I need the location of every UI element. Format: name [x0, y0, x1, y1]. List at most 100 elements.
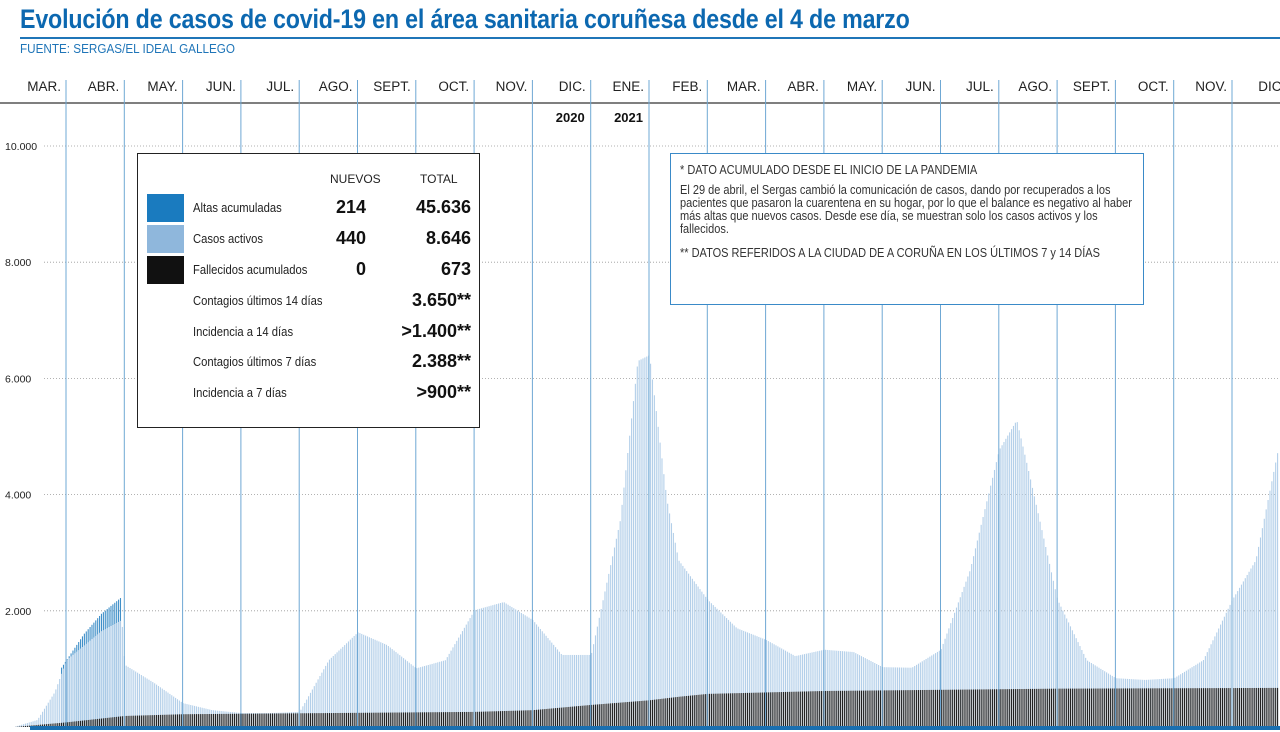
bar-deaths: [855, 690, 857, 727]
bar-deaths: [841, 690, 844, 727]
bar-active: [315, 682, 317, 727]
month-label: JUN.: [906, 79, 936, 94]
bar-active: [423, 666, 426, 727]
bar-deaths: [661, 698, 663, 727]
bar-active: [1003, 442, 1005, 727]
bar-deaths: [669, 697, 671, 727]
bar-deaths: [488, 711, 490, 727]
bar-deaths: [266, 713, 268, 727]
bar-deaths: [566, 707, 568, 727]
bar-deaths: [1214, 688, 1216, 727]
bar-deaths: [1075, 688, 1077, 727]
bar-deaths: [471, 711, 473, 727]
bar-deaths: [788, 691, 790, 727]
bar-deaths: [708, 693, 711, 727]
bar-deaths: [475, 711, 477, 727]
bar-deaths: [1237, 688, 1239, 727]
bar-active: [712, 605, 714, 727]
bar-active: [142, 676, 144, 727]
bar-active: [1062, 610, 1064, 727]
bar-deaths: [1142, 688, 1144, 727]
bar-deaths: [116, 716, 118, 727]
bar-deaths: [1193, 688, 1195, 727]
bar-deaths: [547, 708, 549, 727]
bar-active: [995, 462, 997, 727]
bar-deaths: [249, 713, 251, 727]
bar-deaths: [1225, 688, 1227, 727]
bar-active: [338, 650, 340, 727]
bar-deaths: [1138, 688, 1140, 727]
bar-deaths: [1159, 688, 1161, 727]
bar-active: [737, 628, 739, 727]
bar-deaths: [1227, 688, 1229, 727]
bar-deaths: [986, 689, 988, 727]
bar-deaths: [859, 690, 861, 727]
bar-active: [309, 692, 312, 727]
bar-deaths: [391, 712, 393, 727]
bar-active: [790, 653, 792, 727]
bar-active: [615, 538, 617, 727]
bar-active: [798, 655, 800, 727]
bar-active: [969, 571, 971, 727]
bar-active: [370, 638, 372, 727]
bar-deaths: [832, 690, 834, 727]
bar-deaths: [104, 718, 106, 727]
bar-active: [361, 633, 363, 727]
bar-deaths: [874, 690, 876, 727]
month-label: OCT.: [1138, 79, 1169, 94]
bar-deaths: [243, 713, 245, 727]
bar-active: [397, 653, 399, 727]
month-label: ABR.: [88, 79, 120, 94]
legend-total-value: 8.646: [425, 228, 471, 248]
bar-deaths: [365, 712, 367, 727]
bar-deaths: [214, 713, 217, 727]
bar-deaths: [663, 698, 665, 727]
bar-active: [990, 485, 992, 727]
bar-deaths: [802, 691, 804, 727]
bar-deaths: [779, 692, 781, 727]
legend-total-value: 2.388**: [411, 351, 471, 371]
bar-active: [515, 609, 517, 727]
bar-active: [1045, 547, 1047, 727]
bar-deaths: [53, 723, 55, 727]
bar-deaths: [1269, 687, 1271, 727]
bar-deaths: [340, 712, 342, 727]
bar-active: [832, 650, 834, 727]
bar-deaths: [273, 713, 275, 727]
bar-active: [528, 617, 530, 727]
bar-deaths: [66, 722, 68, 727]
bar-active: [368, 637, 370, 727]
bar-deaths: [1090, 688, 1092, 727]
bar-active: [944, 638, 946, 727]
bar-active: [688, 573, 690, 727]
bar-deaths: [190, 714, 192, 727]
bar-deaths: [450, 712, 452, 727]
bar-deaths: [254, 713, 256, 727]
bar-active: [484, 607, 486, 727]
bar-deaths: [847, 690, 849, 727]
bar-deaths: [423, 712, 426, 727]
bar-deaths: [1001, 689, 1003, 727]
bar-deaths: [522, 710, 524, 727]
bar-deaths: [161, 714, 163, 727]
bar-deaths: [1024, 688, 1026, 727]
bar-active: [431, 663, 433, 727]
bar-active: [135, 671, 137, 727]
bar-deaths: [961, 689, 963, 727]
bar-deaths: [1111, 688, 1113, 727]
bar-deaths: [167, 714, 169, 727]
bar-deaths: [705, 694, 707, 727]
bar-deaths: [270, 713, 272, 727]
bar-deaths: [777, 692, 779, 727]
bar-active: [34, 720, 36, 727]
bar-deaths: [327, 713, 329, 727]
bar-active: [834, 650, 836, 727]
bar-active: [954, 612, 956, 727]
bar-deaths: [1147, 688, 1149, 727]
bar-active: [127, 666, 129, 727]
bar-active: [722, 614, 724, 727]
month-label: JUL.: [266, 79, 294, 94]
bar-active: [93, 637, 95, 727]
bar-deaths: [973, 689, 975, 727]
month-label: OCT.: [438, 79, 469, 94]
